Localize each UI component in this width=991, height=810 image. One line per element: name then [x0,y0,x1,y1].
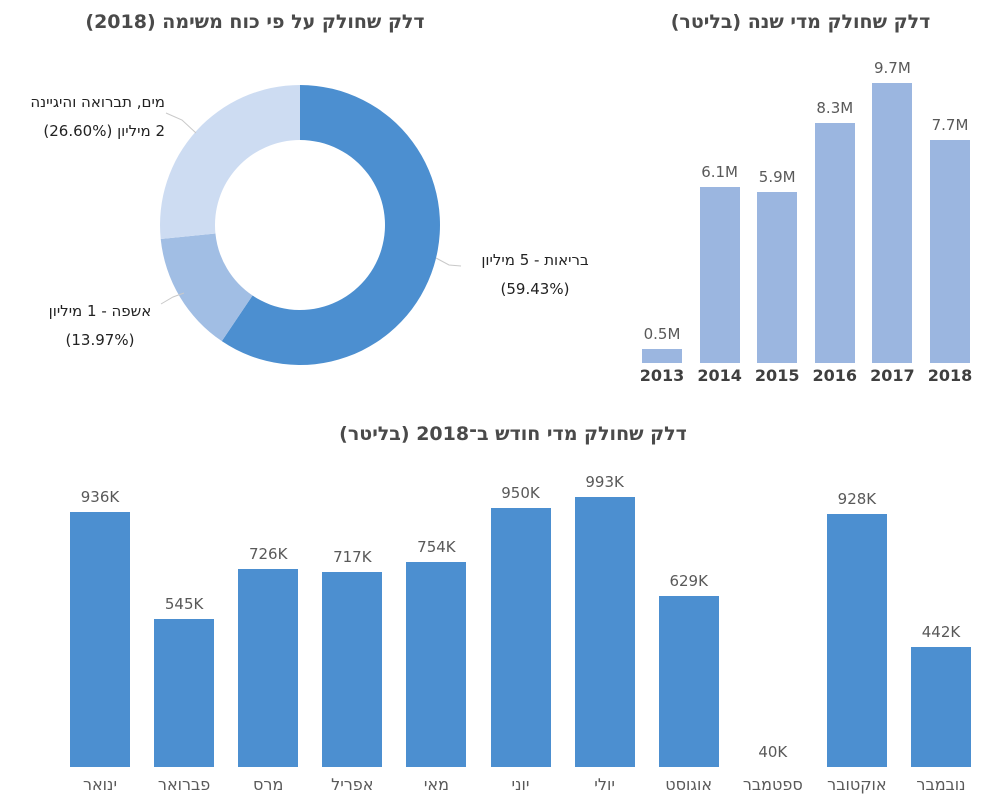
monthly-chart-title: דלק שחולק מדי חודש ב־2018 (בליטר) [339,423,687,445]
bar-2018[interactable] [930,140,970,363]
axis-category-label: מרס [253,775,284,794]
donut-label-בריאות: בריאות - 5 מיליון (59.43%) [455,246,615,304]
bar-value-label: 7.7M [931,116,969,134]
axis-category-label: 2017 [870,366,915,385]
yearly-chart-title: דלק שחולק מדי שנה (בליטר) [670,11,931,33]
bar-value-label: 754K [417,538,456,556]
bar-value-label: 726K [248,545,288,563]
donut-label-line: (13.97%) [65,331,135,349]
bar-מאי[interactable] [406,562,467,767]
bar-2014[interactable] [699,187,740,363]
axis-category-label: 2014 [697,366,742,385]
bar-ינואר[interactable] [70,512,130,767]
bar-מרס[interactable] [238,569,299,767]
bar-value-label: 629K [669,572,708,590]
bar-2015[interactable] [757,192,798,363]
bar-value-label: 8.3M [816,99,854,117]
donut-label-line: בריאות - 5 מיליון [481,251,589,269]
axis-category-label: נובמבר [916,775,966,794]
donut-slice-בריאות[interactable] [221,85,440,366]
bar-אוקטובר[interactable] [826,514,887,767]
bar-יולי[interactable] [574,497,635,767]
axis-category-label: אוקטובר [827,775,887,794]
bar-פברואר[interactable] [154,619,215,767]
bar-value-label: 936K [80,488,120,506]
donut-chart-title: דלק שחולק על פי כוח משימה (2018) [85,11,425,33]
axis-category-label: 2016 [812,366,858,385]
donut-label-line: מים, תברואה והיגיינה [30,93,165,111]
donut-callout-line [165,112,197,134]
bar-value-label: 0.5M [643,325,681,343]
bar-value-label: 40K [758,743,788,761]
donut-slice-מים, תברואה והיגיינה[interactable] [160,85,300,240]
bar-2013[interactable] [642,349,682,363]
bar-יוני[interactable] [490,508,551,767]
donut-label-line: 2 מיליון (26.60%) [43,122,165,140]
axis-category-label: מאי [423,775,449,794]
axis-category-label: 2018 [927,366,973,385]
donut-slice-אשפה[interactable] [160,233,253,342]
axis-category-label: יוני [511,775,530,794]
axis-category-label: אוגוסט [665,775,713,794]
bar-אפריל[interactable] [322,572,383,767]
donut-callout-line [435,257,462,267]
bar-2017[interactable] [872,83,913,363]
axis-category-label: ינואר [82,775,118,794]
bar-value-label: 993K [585,473,624,491]
bar-value-label: 717K [333,548,372,566]
bar-value-label: 545K [164,595,204,613]
donut-label-מים, תברואה והיגיינה: מים, תברואה והיגיינה 2 מיליון (26.60%) [5,88,165,146]
donut-label-line: אשפה - 1 מיליון [48,302,152,320]
axis-category-label: ספטמבר [742,775,803,794]
axis-category-label: יולי [594,775,615,794]
bar-value-label: 442K [921,623,961,641]
axis-category-label: 2013 [639,366,685,385]
bar-value-label: 950K [501,484,540,502]
bar-value-label: 928K [837,490,877,508]
bar-value-label: 9.7M [873,59,911,77]
axis-category-label: 2015 [754,366,800,385]
donut-chart [160,85,462,366]
donut-label-אשפה: אשפה - 1 מיליון (13.97%) [20,297,180,355]
bar-value-label: 5.9M [758,168,796,186]
axis-category-label: פברואר [157,775,211,794]
bar-value-label: 6.1M [701,163,738,181]
bar-נובמבר[interactable] [911,647,971,767]
bar-2016[interactable] [814,123,855,363]
donut-label-line: (59.43%) [500,280,570,298]
bar-אוגוסט[interactable] [658,596,719,767]
axis-category-label: אפריל [331,775,374,794]
donut-callout-line [160,292,185,305]
